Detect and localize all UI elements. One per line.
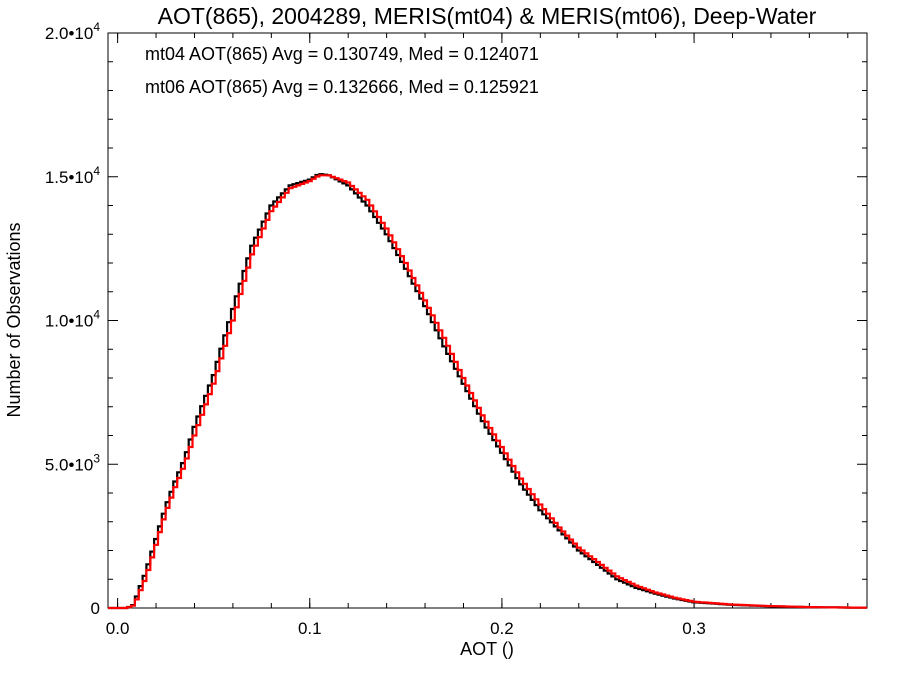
x-tick-label: 0.2 — [490, 619, 514, 638]
y-tick-label: 0 — [91, 599, 100, 618]
legend-entry-mt06: mt06 AOT(865) Avg = 0.132666, Med = 0.12… — [145, 77, 539, 97]
series-line-1 — [108, 174, 867, 610]
x-axis-label: AOT () — [460, 639, 514, 659]
x-tick-label: 0.3 — [682, 619, 706, 638]
x-axis-ticks: 0.0 0.1 0.2 0.3 — [106, 33, 849, 638]
legend-entry-mt04: mt04 AOT(865) Avg = 0.130749, Med = 0.12… — [145, 44, 539, 64]
y-tick-label: 1.0•104 — [45, 308, 101, 331]
series-layer — [108, 173, 867, 610]
y-tick-label: 2.0•104 — [45, 20, 101, 43]
x-tick-label: 0.0 — [106, 619, 130, 638]
chart-title: AOT(865), 2004289, MERIS(mt04) & MERIS(m… — [158, 3, 817, 29]
y-tick-label: 1.5•104 — [45, 164, 101, 187]
y-axis-label: Number of Observations — [4, 222, 24, 417]
plot-frame — [107, 32, 868, 609]
y-tick-label: 5.0•103 — [45, 451, 101, 474]
x-tick-label: 0.1 — [298, 619, 322, 638]
y-axis-ticks: 0 5.0•103 1.0•104 1.5•104 2.0•104 — [45, 20, 867, 618]
series-line-0 — [108, 173, 867, 610]
legend: mt04 AOT(865) Avg = 0.130749, Med = 0.12… — [145, 44, 539, 97]
